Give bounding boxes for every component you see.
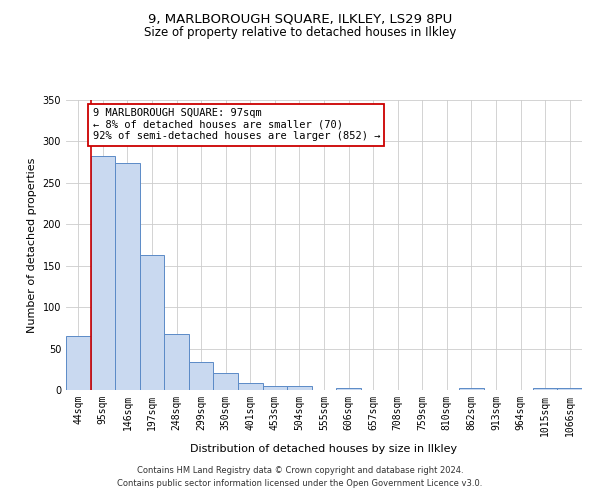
Bar	[557, 388, 582, 390]
Bar	[287, 386, 312, 390]
Bar	[164, 334, 189, 390]
Bar	[238, 382, 263, 390]
Text: 9 MARLBOROUGH SQUARE: 97sqm
← 8% of detached houses are smaller (70)
92% of semi: 9 MARLBOROUGH SQUARE: 97sqm ← 8% of deta…	[92, 108, 380, 142]
Bar	[91, 156, 115, 390]
Bar	[459, 388, 484, 390]
Y-axis label: Number of detached properties: Number of detached properties	[27, 158, 37, 332]
Text: Contains HM Land Registry data © Crown copyright and database right 2024.
Contai: Contains HM Land Registry data © Crown c…	[118, 466, 482, 487]
X-axis label: Distribution of detached houses by size in Ilkley: Distribution of detached houses by size …	[190, 444, 458, 454]
Text: 9, MARLBOROUGH SQUARE, ILKLEY, LS29 8PU: 9, MARLBOROUGH SQUARE, ILKLEY, LS29 8PU	[148, 12, 452, 26]
Bar	[189, 362, 214, 390]
Bar	[214, 374, 238, 390]
Bar	[263, 386, 287, 390]
Bar	[115, 163, 140, 390]
Bar	[533, 388, 557, 390]
Bar	[336, 388, 361, 390]
Text: Size of property relative to detached houses in Ilkley: Size of property relative to detached ho…	[144, 26, 456, 39]
Bar	[140, 255, 164, 390]
Bar	[66, 336, 91, 390]
